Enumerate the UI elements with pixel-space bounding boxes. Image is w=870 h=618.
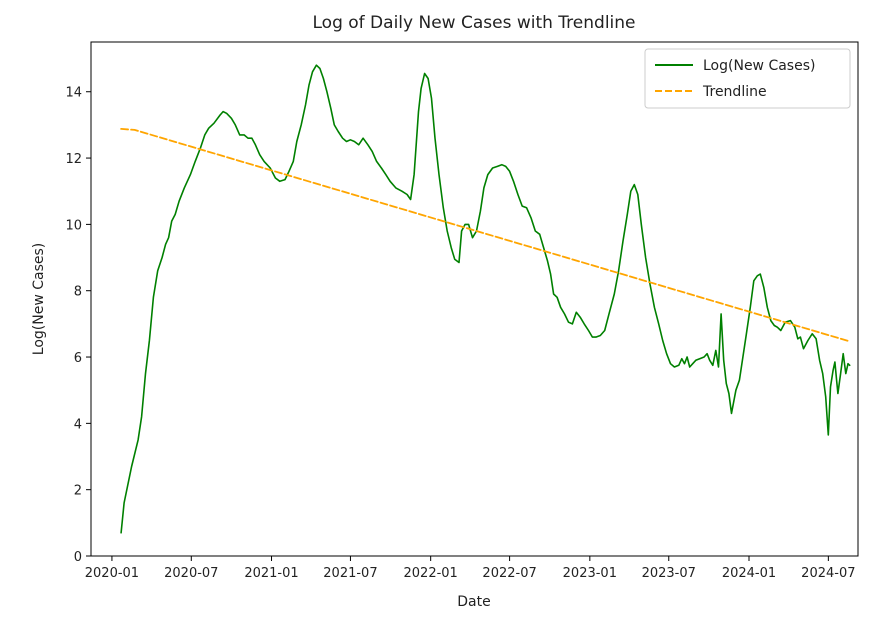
legend-label-trend: Trendline [702, 84, 767, 100]
chart-title: Log of Daily New Cases with Trendline [313, 13, 636, 33]
x-tick-label: 2024-07 [801, 566, 855, 581]
legend: Log(New Cases) Trendline [644, 48, 851, 109]
y-tick-label: 4 [74, 417, 82, 432]
y-tick-label: 0 [74, 550, 82, 565]
x-axis-label: Date [457, 594, 490, 610]
y-tick-label: 6 [74, 351, 82, 366]
axis-ticks: 2020-01 2020-07 2021-01 2021-07 2022-01 2022-… [65, 86, 855, 581]
y-tick-label: 2 [74, 484, 82, 499]
y-tick-label: 10 [65, 218, 82, 233]
x-tick-label: 2022-01 [404, 566, 458, 581]
y-tick-label: 14 [65, 86, 82, 101]
x-tick-label: 2020-07 [164, 566, 218, 581]
series-line-trendline [120, 127, 851, 343]
x-tick-label: 2021-07 [323, 566, 377, 581]
x-tick-label: 2020-01 [85, 566, 139, 581]
x-tick-label: 2024-01 [722, 566, 776, 581]
legend-label-cases: Log(New Cases) [703, 58, 815, 74]
series-layer [120, 64, 851, 534]
x-tick-label: 2023-01 [563, 566, 617, 581]
series-line-log-new-cases [120, 64, 851, 534]
plot-frame [90, 41, 859, 557]
y-axis-label: Log(New Cases) [31, 243, 47, 355]
legend-box [644, 48, 851, 109]
x-tick-label: 2021-01 [244, 566, 298, 581]
y-tick-label: 12 [65, 152, 82, 167]
y-tick-label: 8 [74, 285, 82, 300]
x-tick-label: 2023-07 [642, 566, 696, 581]
x-tick-label: 2022-07 [482, 566, 536, 581]
